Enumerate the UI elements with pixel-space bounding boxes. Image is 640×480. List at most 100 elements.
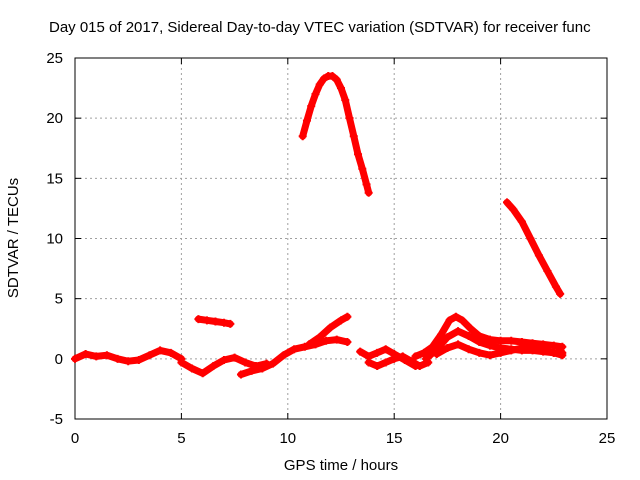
data-point: [241, 358, 250, 367]
x-tick-label: 0: [71, 430, 79, 447]
data-point: [411, 362, 420, 371]
data-point: [358, 164, 367, 173]
data-point: [345, 114, 354, 123]
y-axis-label: SDTVAR / TECUs: [5, 178, 22, 298]
data-point: [422, 354, 431, 363]
data-point: [134, 356, 143, 365]
data-point: [219, 318, 228, 327]
data-point: [247, 366, 256, 375]
data-point: [381, 345, 390, 354]
series-s12: [502, 198, 565, 298]
series-s5: [194, 315, 235, 328]
data-point: [437, 330, 446, 339]
data-point: [326, 323, 335, 332]
data-point: [556, 289, 565, 298]
data-point: [226, 319, 235, 328]
data-point: [443, 333, 452, 342]
data-point: [177, 358, 186, 367]
data-point: [302, 116, 311, 125]
series-s1: [71, 346, 186, 366]
data-point: [443, 344, 452, 353]
data-point: [549, 341, 558, 350]
data-point: [198, 369, 207, 378]
data-point: [507, 346, 516, 355]
data-point: [464, 345, 473, 354]
data-point: [400, 356, 409, 365]
data-point: [373, 362, 382, 371]
data-point: [356, 347, 365, 356]
data-point: [549, 348, 558, 357]
data-point: [341, 96, 350, 105]
data-point: [92, 352, 101, 361]
data-point: [445, 316, 454, 325]
data-point: [475, 337, 484, 346]
data-point: [373, 348, 382, 357]
data-point: [466, 324, 475, 333]
data-point: [258, 364, 267, 373]
y-tick-label: 20: [46, 110, 63, 127]
data-point: [343, 312, 352, 321]
data-point: [298, 132, 307, 141]
data-point: [551, 282, 560, 291]
data-point: [454, 327, 463, 336]
data-point: [464, 331, 473, 340]
grid: [75, 58, 607, 419]
data-point: [475, 348, 484, 357]
data-point: [517, 344, 526, 353]
data-series: [71, 72, 567, 379]
data-point: [71, 354, 79, 363]
data-point: [219, 356, 228, 365]
data-point: [458, 316, 467, 325]
series-band: [503, 198, 564, 298]
x-axis-label: GPS time / hours: [284, 457, 398, 474]
data-point: [349, 132, 358, 141]
data-point: [558, 351, 567, 360]
data-point: [202, 316, 211, 325]
data-point: [166, 348, 175, 357]
data-point: [328, 72, 337, 81]
chart-title: Day 015 of 2017, Sidereal Day-to-day VTE…: [49, 19, 591, 36]
y-tick-label: 0: [55, 351, 63, 368]
series-s2: [177, 353, 271, 378]
data-point: [539, 346, 548, 355]
data-point: [343, 337, 352, 346]
data-point: [315, 333, 324, 342]
series-s11: [432, 340, 567, 360]
y-tick-label: -5: [50, 411, 63, 428]
data-point: [502, 198, 511, 207]
data-point: [390, 350, 399, 359]
data-point: [534, 251, 543, 260]
data-point: [526, 234, 535, 243]
y-axis: -5 0 5 10 15 20 25: [46, 50, 607, 428]
data-point: [507, 336, 516, 345]
data-point: [454, 340, 463, 349]
x-tick-label: 5: [177, 430, 185, 447]
data-point: [230, 353, 239, 362]
x-tick-label: 10: [279, 430, 296, 447]
series-s3: [236, 335, 352, 379]
y-tick-label: 25: [46, 50, 63, 67]
x-axis: 0 5 10 15 20 25: [71, 58, 615, 447]
y-tick-label: 15: [46, 170, 63, 187]
data-point: [307, 102, 316, 111]
data-point: [102, 351, 111, 360]
data-point: [364, 352, 373, 361]
data-point: [451, 312, 460, 321]
series-s4: [305, 312, 352, 349]
data-point: [364, 188, 373, 197]
data-point: [81, 350, 90, 359]
data-point: [509, 205, 518, 214]
data-point: [337, 84, 345, 93]
data-point: [113, 354, 122, 363]
data-point: [236, 370, 245, 379]
data-point: [354, 150, 363, 159]
data-point: [188, 364, 197, 373]
data-point: [145, 351, 154, 360]
data-point: [156, 346, 165, 355]
data-point: [268, 359, 277, 368]
data-point: [332, 75, 341, 84]
data-point: [332, 335, 341, 344]
data-point: [411, 352, 420, 361]
